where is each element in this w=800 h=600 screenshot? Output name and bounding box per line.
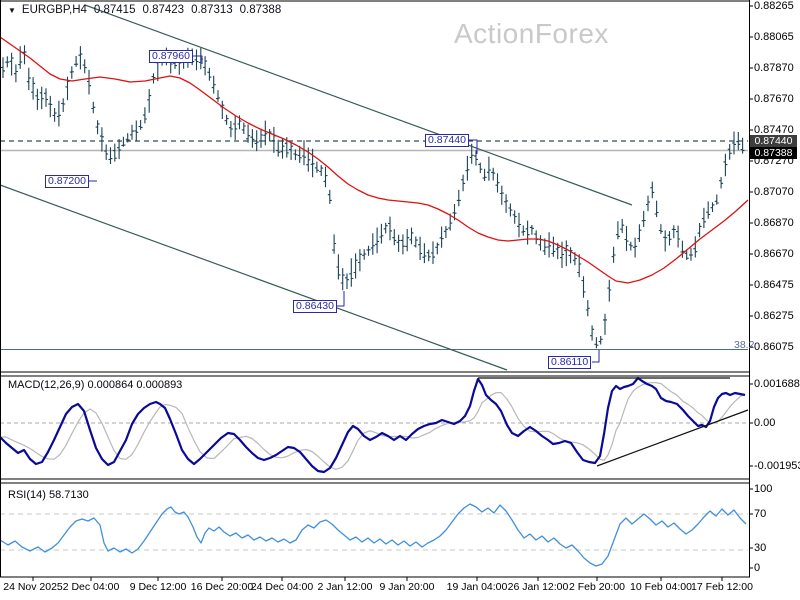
date-label: 2 Jan 12:00 [317,581,373,593]
level-connector [337,291,345,307]
y-axis-label: 70 [754,508,767,520]
level-connector [469,139,478,154]
symbol-timeframe: EURGBP,H4 [21,4,87,16]
y-axis-label: 0.00 [754,417,776,429]
macd-main-line [0,376,746,474]
y-axis-label: 0.88265 [754,0,794,12]
date-label: 10 Feb 04:00 [630,581,692,593]
y-axis-label: 0.87470 [754,124,794,136]
rsi-indicator-label: RSI(14) 58.7130 [8,489,89,501]
y-axis-label: 0 [754,562,761,574]
level-box[interactable]: 0.87960 [149,50,193,63]
level-connector [592,350,600,363]
rsi-name: RSI(14) [8,489,46,501]
red-moving-average [0,36,749,284]
date-label: 19 Jan 04:00 [446,581,508,593]
y-axis-label: 0.86670 [754,248,794,260]
y-axis-label: 0.86275 [754,310,794,322]
channel-lower-trendline [0,184,508,371]
date-label: 9 Dec 12:00 [129,581,187,593]
y-axis-label: 0.001688 [754,378,800,390]
ohlc-close: 0.87388 [239,4,282,16]
macd-indicator-label: MACD(12,26,9) 0.000864 0.000893 [8,379,182,391]
level-box[interactable]: 0.86110 [548,356,592,369]
y-axis-label: 0.87870 [754,62,794,74]
symbol-dropdown-icon[interactable]: ▼ [8,5,16,15]
date-label: 17 Feb 12:00 [691,581,753,593]
fib-382-label: 38.2 [734,339,755,351]
date-label: 9 Jan 20:00 [379,581,435,593]
date-label: 16 Dec 20:00 [190,581,254,593]
y-axis-label: 0.86870 [754,217,794,229]
level-connector [193,55,203,64]
channel-upper-trendline [84,4,633,206]
date-label: 2 Feb 20:00 [568,581,626,593]
symbol-info-bar: ▼ EURGBP,H4 0.87415 0.87423 0.87313 0.87… [8,4,281,16]
price-badge: 0.87388 [750,147,797,159]
level-box[interactable]: 0.87200 [45,175,89,188]
y-axis-label: 100 [754,483,773,495]
ohlc-high: 0.87423 [142,4,185,16]
date-label: 24 Dec 04:00 [250,581,314,593]
y-axis-label: 0.88065 [754,31,794,43]
date-label: 26 Jan 12:00 [507,581,569,593]
y-axis-label: -0.001953 [754,460,800,472]
y-axis-label: 0.87670 [754,93,794,105]
date-label: 2 Dec 04:00 [62,581,120,593]
macd-name: MACD(12,26,9) [8,379,85,391]
y-axis-label: 0.86075 [754,341,794,353]
level-box[interactable]: 0.86430 [293,300,337,313]
macd-signal-line [0,382,746,470]
macd-rising-trendline [596,409,749,467]
ohlc-open: 0.87415 [93,4,136,16]
macd-values: 0.000864 0.000893 [87,379,183,391]
actionforex-watermark: ActionForex [454,18,609,49]
level-box[interactable]: 0.87440 [425,134,469,147]
price-badge: 0.87440 [750,135,797,147]
y-axis-label: 0.87070 [754,186,794,198]
ohlc-low: 0.87313 [191,4,233,16]
y-axis-label: 30 [754,542,767,554]
rsi-value: 58.7130 [48,489,89,501]
rsi-line [0,503,747,567]
y-axis-label: 0.86475 [754,279,794,291]
date-label: 24 Nov 2025 [3,581,63,593]
